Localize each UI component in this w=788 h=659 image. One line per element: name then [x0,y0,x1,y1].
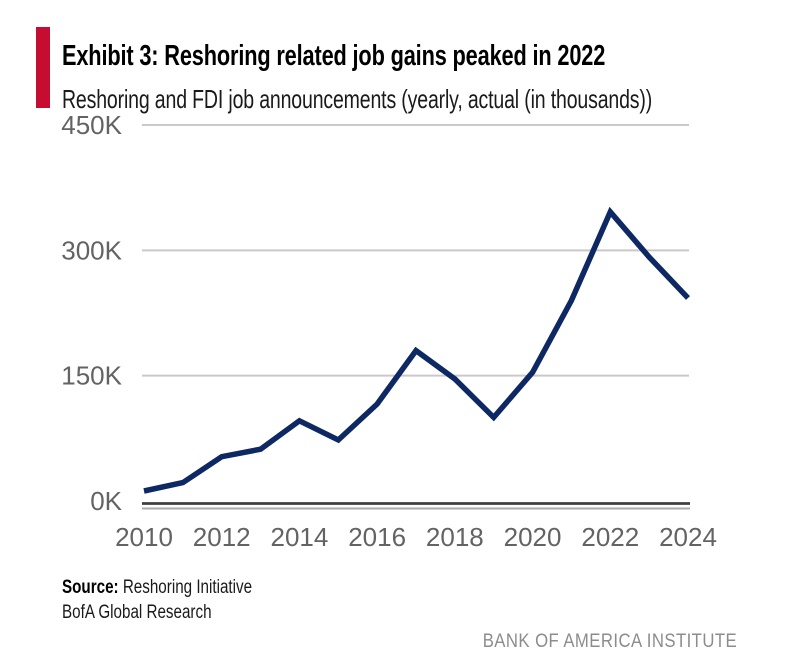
y-tick-label: 300K [61,235,122,265]
x-tick-label: 2022 [581,522,639,552]
x-tick-label: 2018 [426,522,484,552]
source-label: Source: [62,577,119,598]
exhibit-accent-bar [36,27,50,108]
source-text: Reshoring Initiative [118,577,253,598]
x-tick-label: 2014 [271,522,329,552]
y-tick-label: 150K [61,361,122,391]
x-tick-label: 2012 [193,522,251,552]
x-tick-label: 2016 [348,522,406,552]
x-tick-label: 2020 [504,522,562,552]
chart-subtitle: Reshoring and FDI job announcements (yea… [62,84,653,114]
y-tick-label: 450K [61,110,122,140]
x-tick-label: 2024 [659,522,717,552]
data-series-line [143,206,690,494]
source-line: Source: Reshoring Initiative [62,577,252,599]
bank-of-america-institute-wordmark: BANK OF AMERICA INSTITUTE [482,631,737,652]
exhibit-title: Exhibit 3: Reshoring related job gains p… [62,40,606,72]
research-attribution: BofA Global Research [62,602,212,623]
y-tick-label: 0K [90,486,122,516]
x-tick-label: 2010 [115,522,173,552]
